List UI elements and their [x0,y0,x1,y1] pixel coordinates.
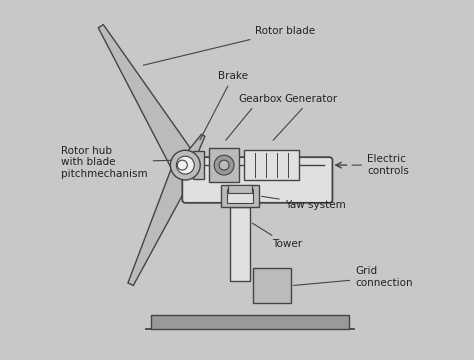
Circle shape [176,156,194,174]
Circle shape [170,150,200,180]
Bar [228,185,252,193]
Bar [151,315,349,329]
Polygon shape [128,160,196,285]
Bar [227,189,253,203]
Polygon shape [98,24,197,172]
Bar [193,151,204,179]
Text: Rotor hub
with blade
pitchmechanism: Rotor hub with blade pitchmechanism [61,145,174,179]
Bar [253,268,291,303]
Bar [230,207,250,281]
Bar [209,148,239,183]
Text: Grid
connection: Grid connection [293,266,413,288]
Text: Yaw system: Yaw system [262,196,346,210]
Polygon shape [179,134,205,169]
Circle shape [177,160,187,170]
Circle shape [214,155,234,175]
Text: Tower: Tower [252,223,302,249]
FancyBboxPatch shape [182,157,332,203]
Bar [221,185,259,207]
Text: Brake: Brake [200,71,248,140]
Text: Generator: Generator [273,94,338,140]
Bar [244,150,299,180]
Text: Gearbox: Gearbox [226,94,282,140]
Circle shape [219,160,229,170]
Text: Rotor blade: Rotor blade [143,26,315,65]
Text: Electric
controls: Electric controls [352,154,409,176]
